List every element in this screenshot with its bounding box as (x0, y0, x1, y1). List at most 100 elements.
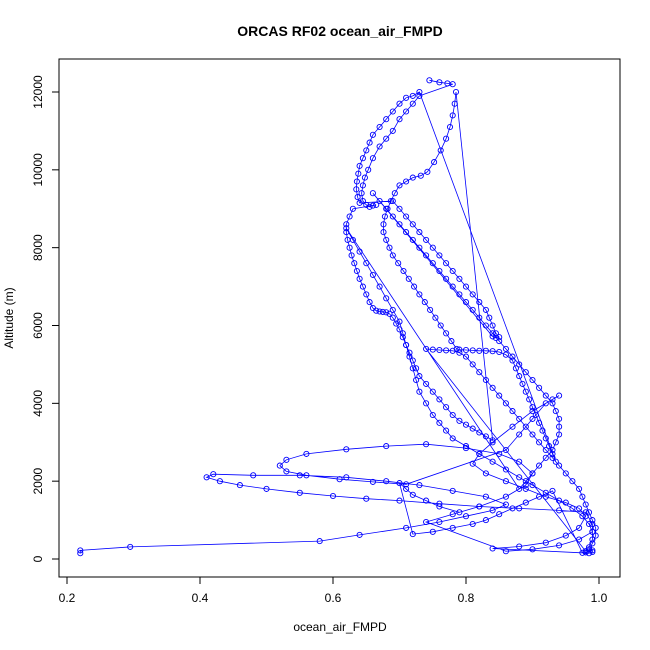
y-tick-label: 0 (31, 555, 45, 562)
data-point (502, 400, 509, 407)
data-point (585, 520, 593, 528)
data-point (369, 190, 376, 197)
data-point (354, 194, 361, 201)
data-point (449, 267, 456, 275)
data-point (542, 400, 549, 407)
data-point (542, 454, 549, 461)
data-point (343, 474, 350, 481)
data-point (411, 283, 418, 290)
data-point (359, 155, 366, 162)
data-point (403, 481, 410, 488)
data-point (516, 543, 523, 550)
data-point (351, 260, 358, 267)
y-tick-label: 8000 (31, 234, 45, 261)
data-point (359, 283, 366, 290)
data-point (476, 347, 483, 354)
data-point (516, 505, 523, 512)
data-point (449, 487, 456, 494)
data-point (522, 482, 529, 489)
data-point (496, 338, 503, 345)
data-point (383, 478, 390, 485)
data-point (383, 116, 390, 123)
data-point (423, 441, 430, 448)
data-point (456, 275, 463, 282)
y-axis: 0 2000 4000 6000 8000 10000 12000 (31, 75, 60, 562)
data-point (329, 492, 337, 500)
data-point (373, 307, 380, 314)
data-point (589, 528, 596, 535)
data-point (549, 400, 556, 407)
data-point (486, 314, 493, 321)
data-point (456, 291, 463, 298)
data-point (502, 501, 509, 508)
data-point (469, 520, 476, 528)
data-point (343, 221, 350, 228)
data-point (423, 497, 430, 504)
x-tick-label: 1.0 (591, 591, 608, 605)
data-point (429, 244, 436, 251)
data-point (446, 123, 454, 131)
data-point (456, 346, 463, 353)
data-point (356, 162, 363, 169)
data-point (522, 478, 529, 485)
data-point (522, 388, 529, 395)
data-point (383, 236, 390, 243)
x-tick-label: 0.2 (59, 591, 76, 605)
data-point (376, 123, 383, 131)
data-point (462, 445, 470, 452)
data-point (379, 308, 386, 315)
data-point (409, 100, 416, 107)
data-point (482, 433, 489, 440)
data-point (349, 236, 356, 243)
data-point (509, 353, 516, 360)
data-point (522, 369, 529, 376)
data-point (403, 108, 410, 115)
data-point (369, 131, 376, 138)
data-point (443, 275, 450, 282)
data-point (363, 260, 370, 267)
data-point (449, 411, 456, 419)
data-point (452, 88, 460, 96)
data-point (353, 186, 360, 193)
data-point (413, 376, 420, 384)
data-point (403, 229, 410, 236)
data-point (496, 392, 503, 399)
data-point (556, 542, 563, 549)
data-point (409, 174, 416, 181)
data-point (436, 500, 443, 507)
data-point (502, 478, 509, 485)
data-point (389, 127, 396, 134)
data-point (400, 267, 407, 275)
data-point (393, 320, 400, 327)
data-point (381, 213, 388, 220)
data-point (569, 505, 576, 512)
y-tick-label: 10000 (31, 153, 45, 187)
data-point (343, 229, 350, 236)
data-point (409, 221, 416, 228)
data-point (316, 538, 323, 545)
data-point (436, 419, 443, 426)
data-point (432, 314, 439, 321)
data-point (416, 482, 423, 489)
data-point (489, 333, 496, 340)
data-point (589, 540, 596, 547)
data-point (542, 435, 549, 442)
data-point (556, 423, 563, 430)
data-point (424, 168, 431, 175)
y-tick-label: 2000 (31, 467, 45, 494)
data-point (406, 349, 413, 356)
data-point (489, 437, 496, 444)
data-point (512, 365, 519, 372)
data-point (366, 139, 373, 146)
data-point (516, 361, 523, 368)
data-point (489, 458, 496, 465)
data-point (462, 283, 470, 290)
data-point (509, 505, 516, 512)
data-point (562, 532, 569, 539)
data-point (396, 326, 403, 333)
data-point (406, 353, 413, 360)
data-point (369, 202, 376, 209)
data-point (403, 524, 410, 531)
data-point (529, 482, 536, 489)
data-point (396, 182, 403, 189)
